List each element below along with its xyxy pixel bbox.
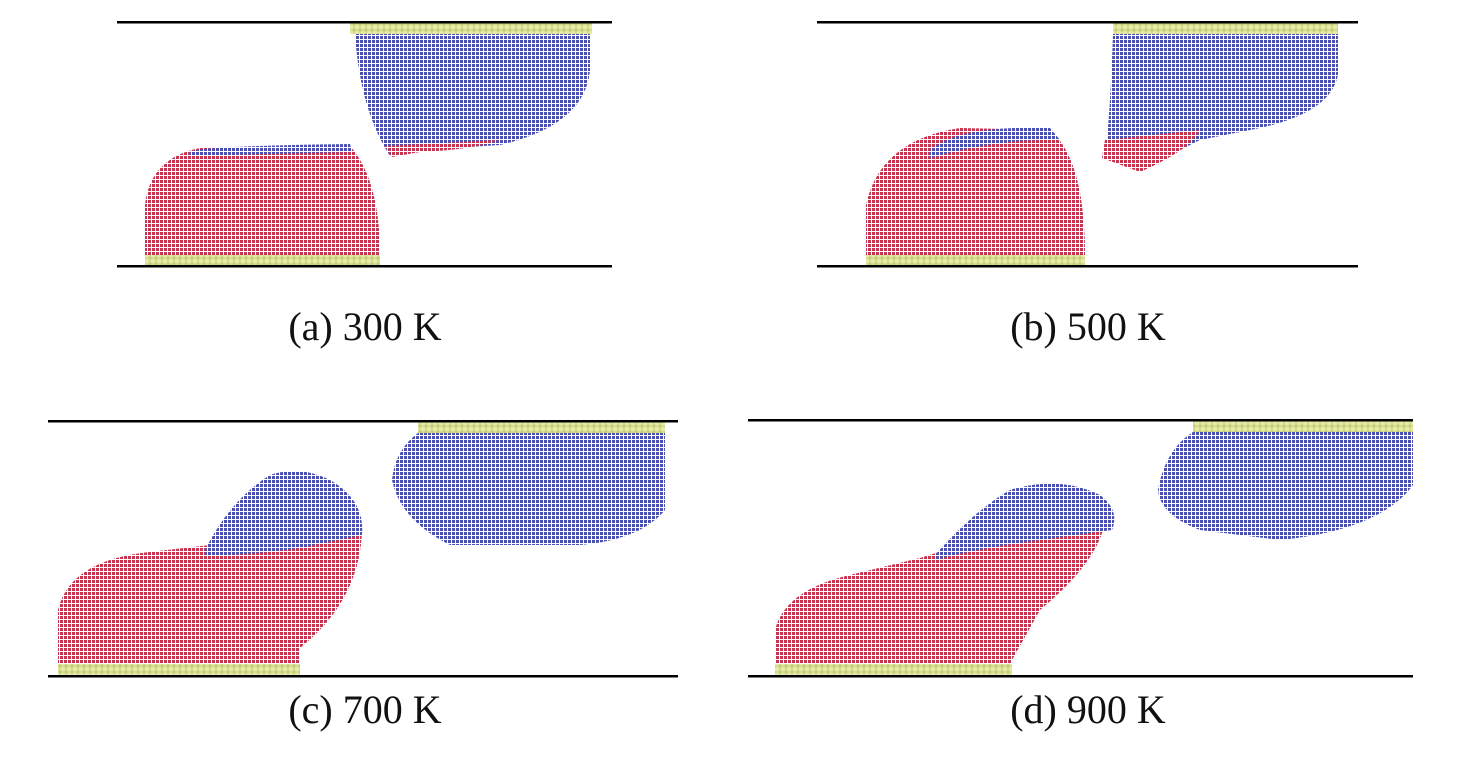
blue-droplet-cap xyxy=(190,144,352,156)
panel-c xyxy=(48,420,678,678)
bottom-wall xyxy=(48,675,678,678)
red-droplet xyxy=(58,515,362,665)
blue-droplet-cap xyxy=(935,483,1115,560)
red-droplet xyxy=(866,128,1085,256)
blue-droplet-cap xyxy=(205,471,363,556)
red-droplet-tip xyxy=(1102,130,1200,172)
caption-d: (d) 900 K xyxy=(1010,687,1166,732)
blue-droplet xyxy=(392,433,665,545)
bottom-wall xyxy=(117,265,612,268)
caption-b: (b) 500 K xyxy=(1010,304,1166,349)
blue-droplet-cap xyxy=(930,127,1060,158)
top-substrate xyxy=(1113,22,1338,34)
bottom-substrate xyxy=(775,664,1012,676)
blue-droplet xyxy=(355,34,590,156)
panel-a xyxy=(117,21,612,268)
panel-d xyxy=(748,419,1413,678)
panel-b xyxy=(817,21,1358,268)
blue-droplet xyxy=(1158,432,1413,540)
caption-c: (c) 700 K xyxy=(288,687,442,732)
red-droplet xyxy=(775,520,1105,665)
top-substrate xyxy=(350,22,592,34)
bottom-substrate xyxy=(866,255,1085,266)
bottom-substrate xyxy=(145,255,380,266)
top-wall xyxy=(748,419,1413,422)
red-droplet xyxy=(145,146,380,256)
top-wall xyxy=(817,21,1358,24)
top-substrate xyxy=(1193,420,1413,432)
top-wall xyxy=(48,420,678,423)
caption-a: (a) 300 K xyxy=(288,304,442,349)
top-substrate xyxy=(418,421,665,433)
bottom-substrate xyxy=(58,664,300,676)
bottom-wall xyxy=(817,265,1358,268)
red-droplet-tip xyxy=(385,140,500,157)
bottom-wall xyxy=(748,675,1413,678)
top-wall xyxy=(117,21,612,24)
